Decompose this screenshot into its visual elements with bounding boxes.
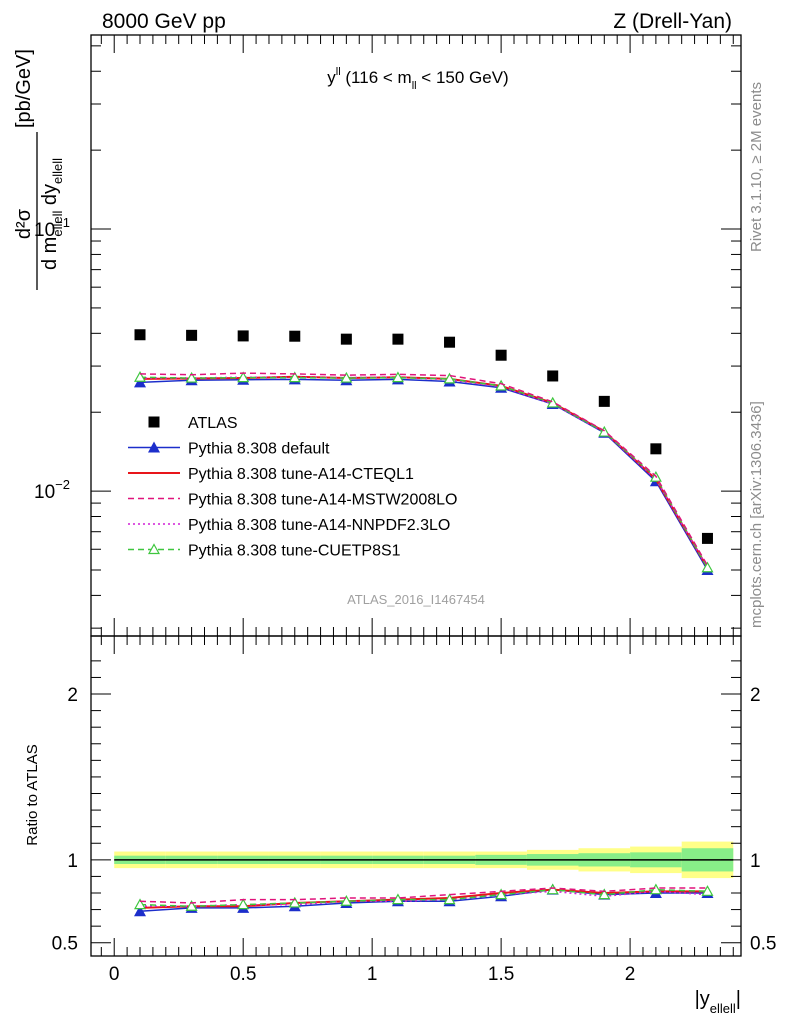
- main-axis-ticks: [91, 45, 741, 629]
- legend-entry-default: Pythia 8.308 default: [128, 441, 330, 458]
- ratio-y-tick-label: 2: [67, 685, 78, 706]
- y-label-unit: [pb/GeV]: [13, 49, 35, 128]
- data-point: [495, 888, 508, 900]
- y-label-denominator: d mellell dyellell: [39, 158, 65, 270]
- legend-label: Pythia 8.308 default: [188, 441, 330, 458]
- ratio-plot-frame: [90, 635, 742, 957]
- series-line: [139, 888, 708, 909]
- legend-marker: [148, 441, 160, 453]
- data-point: [185, 371, 198, 383]
- data-point: [237, 330, 249, 342]
- main-series-data: [134, 329, 713, 544]
- data-point: [391, 893, 404, 905]
- x-tick-label: 1: [367, 964, 378, 985]
- legend-entry-cuetp: Pythia 8.308 tune-CUETP8S1: [128, 543, 401, 560]
- x-tick-label: 0: [109, 964, 120, 985]
- data-point: [392, 333, 404, 345]
- side-text-mcplots: mcplots.cern.ch [arXiv:1306.3436]: [748, 401, 765, 628]
- legend-label: ATLAS: [188, 415, 238, 432]
- series-line: [140, 376, 709, 569]
- data-point: [701, 885, 714, 896]
- data-point: [546, 396, 559, 408]
- data-point: [133, 898, 147, 910]
- data-point: [598, 395, 610, 407]
- legend-marker: [147, 543, 161, 555]
- data-point: [598, 425, 611, 437]
- main-y-axis-label: d²σ d mellell dyellell [pb/GeV]: [13, 49, 65, 290]
- legend-label: Pythia 8.308 tune-A14-CTEQL1: [188, 466, 414, 483]
- y-label-numerator: d²σ: [13, 208, 35, 239]
- ratio-y-tick-label-right: 1: [750, 851, 761, 872]
- main-series-mstw: [139, 372, 709, 566]
- series-line: [139, 376, 709, 569]
- series-line: [139, 378, 709, 571]
- x-tick-label: 1.5: [488, 964, 514, 985]
- analysis-watermark: ATLAS_2016_I1467454: [347, 592, 485, 607]
- data-point: [288, 896, 301, 908]
- main-series-nnpdf: [140, 376, 709, 569]
- legend-label: Pythia 8.308 tune-CUETP8S1: [188, 543, 401, 560]
- data-point: [134, 376, 147, 388]
- series-line: [139, 372, 709, 566]
- y-tick-label: 10−2: [34, 477, 70, 503]
- data-point: [340, 371, 353, 383]
- data-point: [547, 370, 559, 382]
- ratio-series-cuetp: [133, 883, 714, 911]
- data-point: [650, 443, 662, 455]
- ratio-y-tick-label-right: 0.5: [750, 934, 776, 955]
- header-right: Z (Drell-Yan): [613, 10, 732, 33]
- data-point: [443, 372, 456, 384]
- series-line: [139, 888, 708, 908]
- data-point: [186, 329, 198, 341]
- legend-entry-cteq: Pythia 8.308 tune-A14-CTEQL1: [128, 466, 414, 483]
- data-point: [288, 371, 301, 383]
- data-point: [495, 379, 508, 391]
- legend-entry-nnpdf: Pythia 8.308 tune-A14-NNPDF2.3LO: [128, 517, 450, 534]
- ratio-series-cteq: [139, 888, 708, 909]
- data-point: [185, 900, 198, 911]
- data-point: [598, 888, 611, 900]
- data-point: [340, 333, 352, 345]
- data-point: [546, 883, 559, 895]
- data-point: [237, 371, 250, 383]
- data-point: [340, 895, 353, 906]
- data-point: [133, 370, 147, 382]
- data-point: [495, 349, 507, 361]
- data-point: [443, 893, 456, 905]
- series-line: [139, 887, 708, 904]
- data-point: [134, 329, 146, 341]
- data-point: [237, 898, 250, 910]
- ratio-y-tick-label-right: 2: [750, 685, 761, 706]
- ratio-y-tick-label: 1: [67, 851, 78, 872]
- ratio-plot-marks: 0 0.5 1 1.5 2 0.5 0.5 1 1 2 2: [52, 35, 776, 985]
- legend-marker: [148, 416, 160, 428]
- header-left: 8000 GeV pp: [102, 10, 226, 33]
- y-tick-label: 10−1: [34, 215, 70, 241]
- data-point: [134, 905, 147, 917]
- ratio-y-axis-label: Ratio to ATLAS: [24, 744, 41, 845]
- data-point: [649, 883, 662, 895]
- data-point: [391, 371, 404, 383]
- side-text-rivet: Rivet 3.1.10, ≥ 2M events: [748, 82, 765, 252]
- ratio-y-tick-label: 0.5: [52, 934, 78, 955]
- main-plot-marks: 10−1 10−2: [34, 45, 741, 629]
- main-plot-title: yll (116 < mll < 150 GeV): [327, 66, 508, 92]
- data-point: [444, 336, 456, 348]
- data-point: [289, 330, 301, 342]
- legend-entry-mstw: Pythia 8.308 tune-A14-MSTW2008LO: [128, 492, 457, 509]
- data-point: [701, 561, 714, 573]
- ratio-series-mstw: [139, 887, 708, 904]
- legend-label: Pythia 8.308 tune-A14-NNPDF2.3LO: [188, 517, 450, 534]
- legend-entry-data: ATLAS: [148, 415, 238, 432]
- legend-label: Pythia 8.308 tune-A14-MSTW2008LO: [188, 492, 457, 509]
- x-tick-label: 2: [625, 964, 636, 985]
- x-axis-label: |yellell|: [695, 988, 741, 1016]
- data-point: [701, 532, 713, 544]
- x-tick-label: 0.5: [230, 964, 256, 985]
- legend: ATLAS Pythia 8.308 default Pythia 8.308 tu…: [128, 415, 457, 560]
- x-axis-ticks: [100, 35, 734, 956]
- main-series-cuetp: [133, 370, 714, 573]
